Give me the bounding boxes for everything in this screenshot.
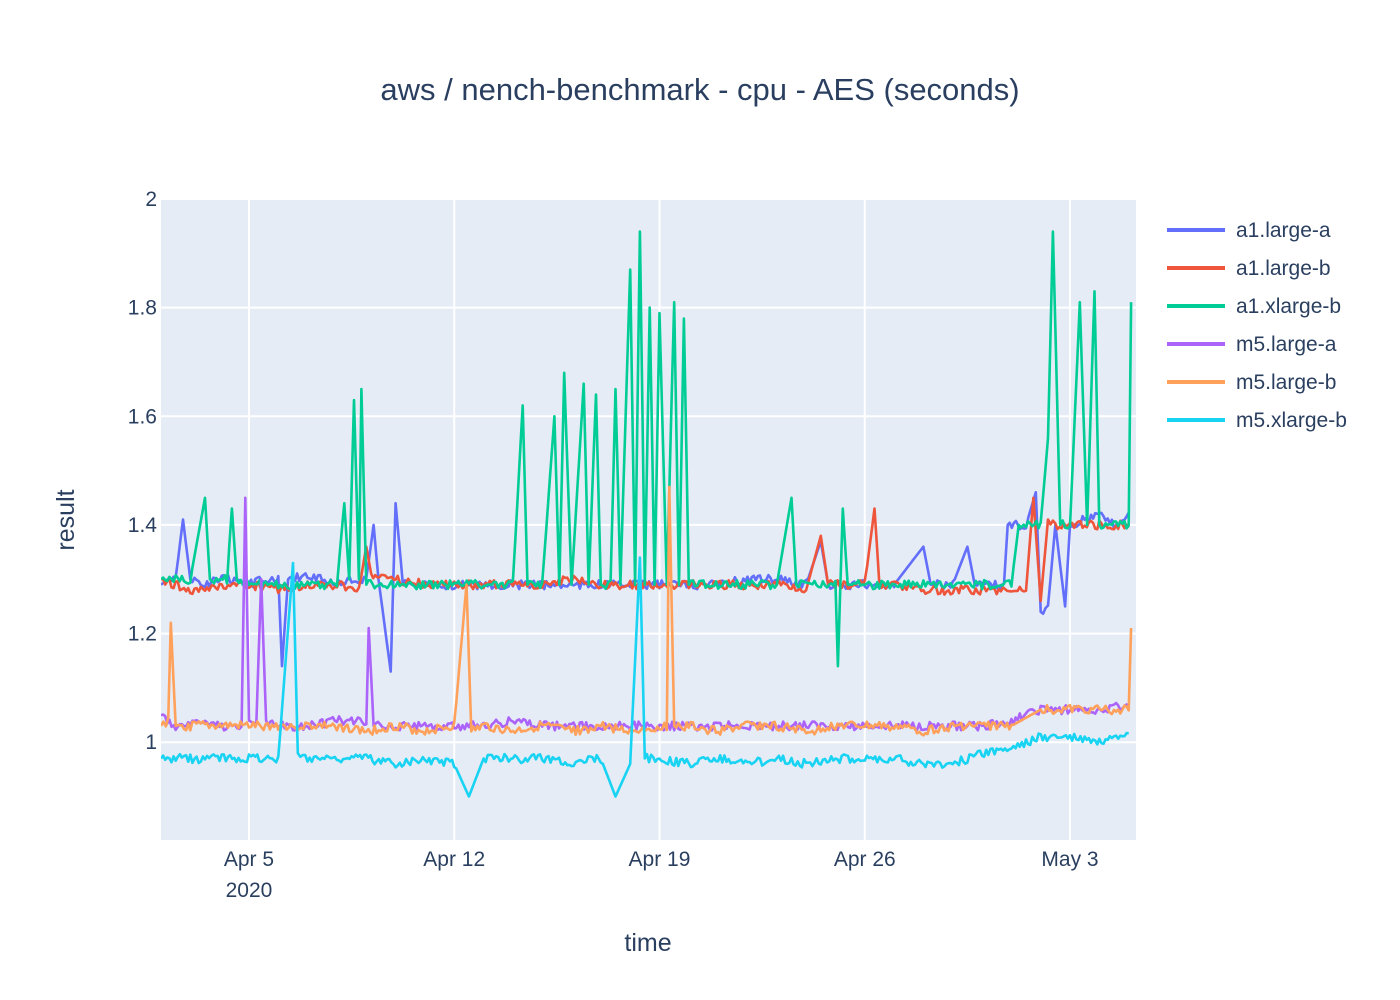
x-tick-sublabel: 2020: [226, 879, 273, 902]
chart-title: aws / nench-benchmark - cpu - AES (secon…: [380, 72, 1019, 107]
x-tick-label: Apr 26: [834, 848, 896, 871]
y-tick-label: 1.6: [128, 405, 157, 428]
plot-background: [161, 199, 1136, 840]
legend: a1.large-a a1.large-b a1.xlarge-b m5.large-…: [1167, 219, 1347, 432]
series-line-m5.xlarge-b[interactable]: [161, 556, 1129, 798]
series-layer: [161, 230, 1133, 798]
x-tick-label: Apr 5: [224, 848, 274, 871]
y-axis-title: result: [52, 489, 80, 550]
y-tick-label: 1: [145, 731, 157, 754]
legend-label[interactable]: a1.large-b: [1236, 257, 1331, 280]
x-tick-label: Apr 12: [423, 848, 485, 871]
x-axis-title: time: [624, 929, 671, 957]
legend-label[interactable]: m5.large-b: [1236, 371, 1336, 394]
series-line-m5.large-b[interactable]: [161, 485, 1133, 737]
x-tick-label: May 3: [1041, 848, 1098, 871]
y-tick-label: 1.2: [128, 623, 157, 646]
y-tick-label: 1.8: [128, 297, 157, 320]
legend-label[interactable]: m5.large-a: [1236, 333, 1337, 356]
y-tick-label: 1.4: [128, 514, 158, 537]
legend-label[interactable]: a1.xlarge-b: [1236, 295, 1341, 318]
series-line-a1.xlarge-b[interactable]: [161, 230, 1133, 668]
y-tick-label: 2: [145, 188, 157, 211]
legend-label[interactable]: a1.large-a: [1236, 219, 1331, 242]
tick-layer: 1 1.2 1.4 1.6 1.8 2 Apr 5 2020 Apr 12 Apr 19 Apr 2…: [128, 188, 1099, 902]
x-tick-label: Apr 19: [629, 848, 691, 871]
legend-label[interactable]: m5.xlarge-b: [1236, 409, 1347, 432]
